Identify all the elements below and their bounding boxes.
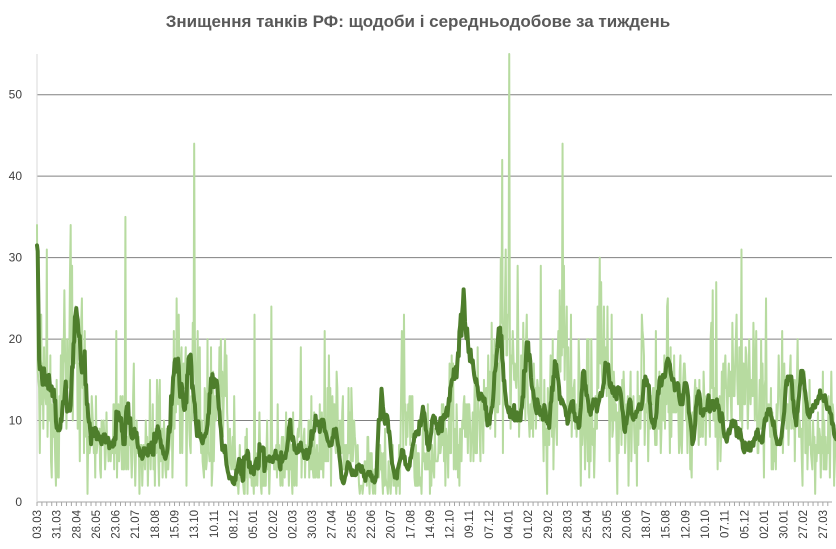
x-axis: 03.03 31.03 28.04 26.05 23.06 21.07 18.08 15.09…: [32, 54, 832, 539]
x-tick-label: 28.03: [562, 510, 574, 539]
x-tick-label: 08.12: [228, 510, 240, 539]
x-tick-label: 28.04: [71, 509, 83, 538]
x-tick-label: 30.03: [307, 510, 319, 539]
x-tick-label: 13.10: [189, 510, 201, 539]
x-tick-label: 02.01: [759, 510, 771, 539]
x-tick-label: 27.02: [798, 510, 810, 539]
x-tick-label: 04.01: [504, 510, 516, 539]
x-tick-label: 12.09: [680, 510, 692, 539]
x-tick-label: 02.02: [268, 510, 280, 539]
y-tick-label: 10: [9, 414, 23, 428]
x-tick-label: 23.05: [602, 510, 614, 539]
x-tick-label: 18.08: [150, 510, 162, 539]
x-tick-label: 02.03: [287, 510, 299, 539]
x-tick-label: 22.06: [366, 510, 378, 539]
x-tick-label: 27.04: [327, 509, 339, 538]
x-tick-label: 12.10: [445, 510, 457, 539]
x-tick-label: 01.02: [523, 510, 535, 539]
x-tick-label: 27.03: [818, 510, 830, 539]
x-tick-label: 09.11: [464, 510, 476, 538]
x-tick-label: 03.03: [32, 510, 44, 539]
x-tick-label: 10.10: [700, 510, 712, 539]
series-layer: [35, 53, 836, 495]
x-tick-label: 05.01: [248, 510, 260, 539]
series-line: [35, 243, 836, 487]
x-tick-label: 30.01: [779, 510, 791, 539]
x-tick-label: 18.07: [641, 510, 653, 539]
y-tick-label: 50: [9, 88, 23, 102]
x-tick-label: 15.09: [170, 510, 182, 539]
x-tick-label: 10.11: [209, 510, 221, 538]
x-tick-label: 17.08: [405, 510, 417, 539]
x-tick-label: 05.12: [739, 510, 751, 539]
chart-title: Знищення танків РФ: щодоби і середньодоб…: [165, 12, 671, 31]
y-tick-label: 40: [9, 169, 23, 183]
y-axis-tick-labels: 0 10 20 30 40 50: [9, 88, 23, 509]
x-tick-label: 25.05: [346, 510, 358, 539]
x-tick-label: 29.02: [543, 510, 555, 539]
x-tick-label: 14.09: [425, 510, 437, 539]
x-tick-label: 25.04: [582, 509, 594, 538]
x-tick-label: 07.12: [484, 510, 496, 539]
x-tick-label: 20.06: [621, 510, 633, 539]
x-tick-label: 26.05: [91, 510, 103, 539]
x-tick-label: 07.11: [720, 510, 732, 538]
x-tick-label: 21.07: [130, 510, 142, 539]
y-tick-label: 30: [9, 251, 23, 265]
x-tick-label: 15.08: [661, 510, 673, 539]
x-tick-label: 20.07: [386, 510, 398, 539]
x-tick-label: 31.03: [52, 510, 64, 539]
y-tick-label: 0: [15, 495, 22, 509]
series-weekly-average: [35, 243, 836, 487]
x-tick-label: 23.06: [111, 510, 123, 539]
y-tick-label: 20: [9, 332, 23, 346]
